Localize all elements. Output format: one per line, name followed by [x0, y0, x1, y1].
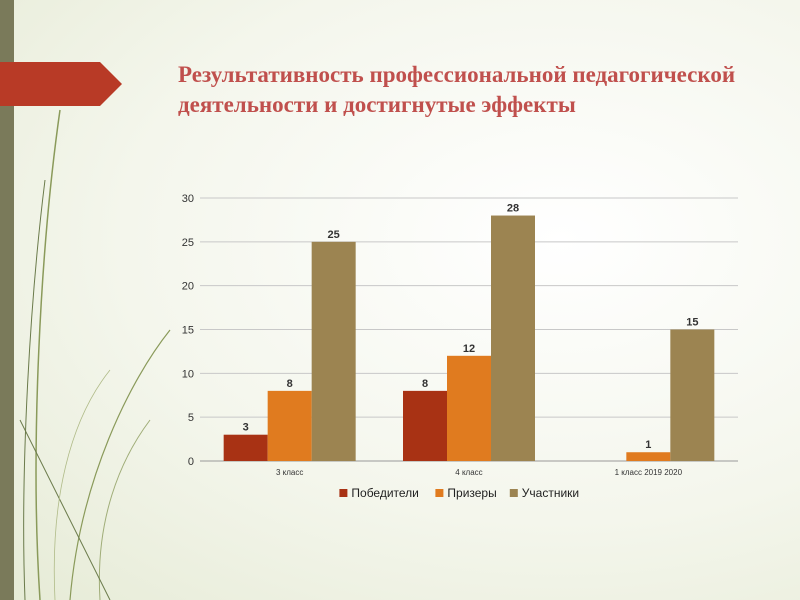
legend-label: Участники [522, 486, 579, 500]
legend-label: Призеры [447, 486, 496, 500]
bar [626, 452, 671, 461]
data-label: 8 [287, 378, 293, 390]
data-label: 1 [645, 439, 651, 451]
legend-swatch [509, 489, 518, 497]
data-label: 15 [686, 317, 698, 329]
legend-swatch [435, 489, 444, 497]
legend-swatch [339, 489, 348, 497]
data-label: 3 [243, 422, 249, 434]
x-category-label: 4 класс [455, 468, 482, 477]
bar [491, 215, 535, 461]
bar [223, 434, 268, 461]
slide-title: Результативность профессиональной педаго… [178, 62, 736, 117]
y-tick-label: 20 [182, 281, 194, 293]
data-label: 25 [328, 229, 340, 241]
decorative-curves [19, 109, 171, 600]
accent-arrow-shape [0, 62, 122, 106]
data-label: 8 [422, 378, 428, 390]
y-tick-label: 10 [182, 368, 194, 380]
y-tick-label: 0 [188, 456, 194, 468]
x-category-label: 1 класс 2019 2020 [615, 468, 683, 477]
y-tick-label: 5 [188, 412, 194, 424]
bar [311, 241, 356, 461]
data-label: 12 [463, 343, 475, 355]
left-decorative-bar [0, 0, 14, 600]
bar [267, 390, 312, 461]
y-tick-label: 15 [182, 325, 194, 337]
y-tick-label: 30 [182, 193, 194, 205]
y-tick-label: 25 [182, 237, 194, 249]
legend-label: Победители [351, 486, 419, 500]
x-category-label: 3 класс [276, 468, 303, 477]
bar [447, 355, 491, 461]
bar [670, 329, 715, 461]
data-label: 28 [507, 203, 519, 215]
bar [403, 390, 447, 461]
